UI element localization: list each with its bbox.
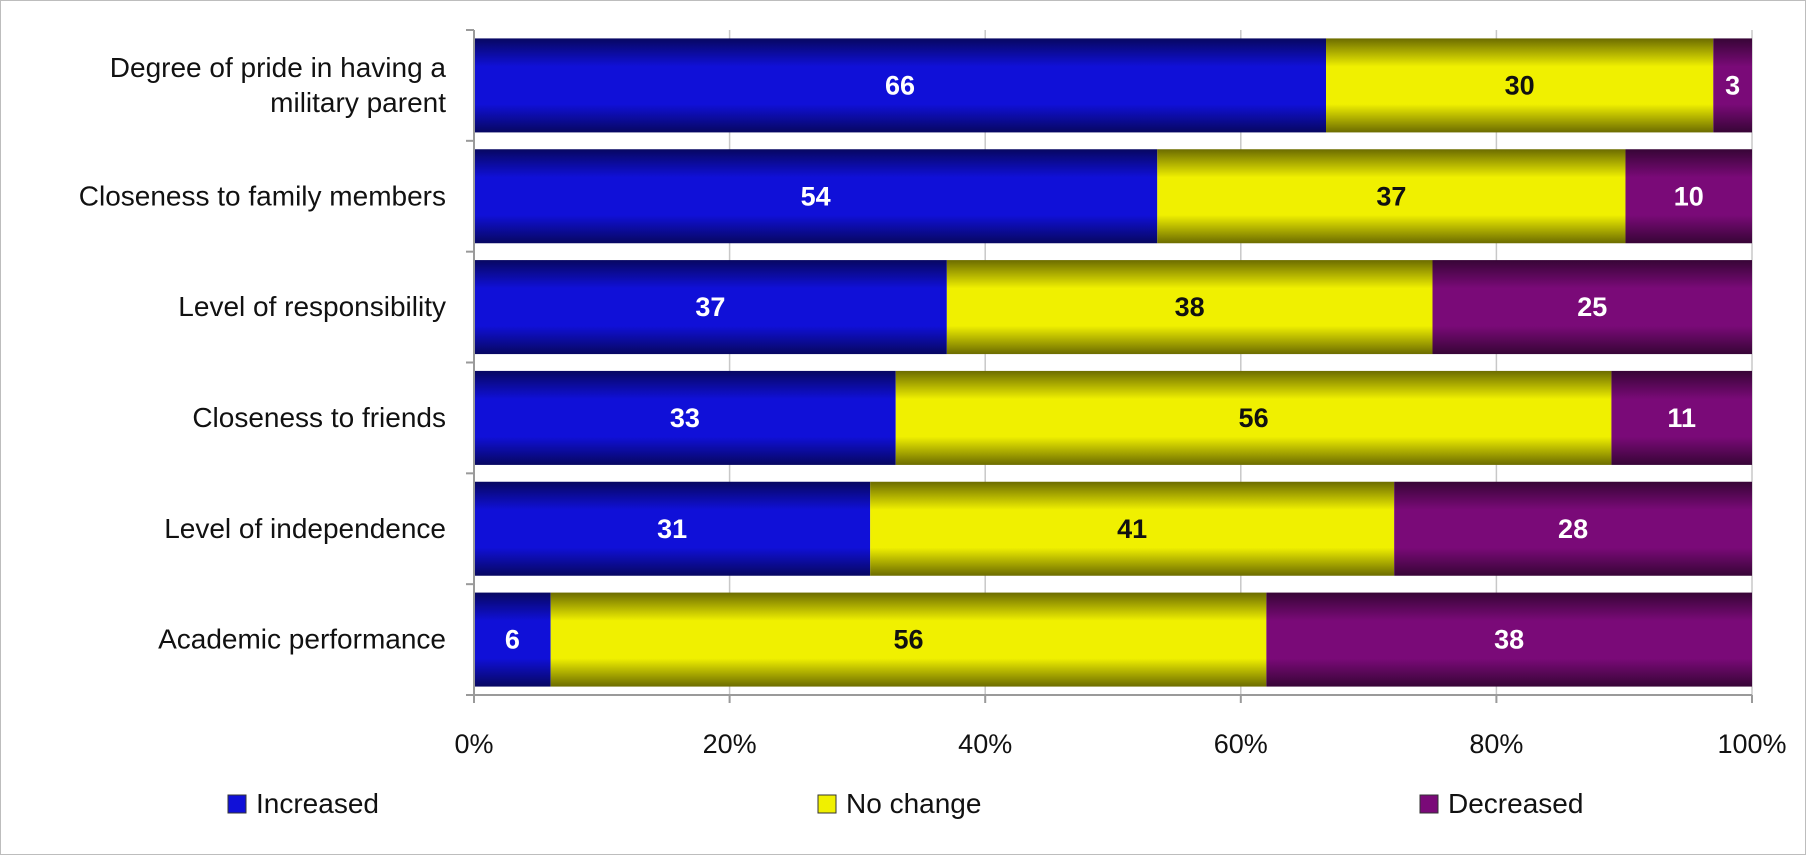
bar-segment [1432, 260, 1752, 355]
category-label: Closeness to family members [79, 180, 446, 211]
axes: Degree of pride in having a military pare… [79, 29, 1787, 759]
category-label: Level of responsibility [178, 291, 446, 322]
legend-label: Increased [256, 788, 379, 819]
legend-swatch [817, 794, 837, 814]
data-label: 41 [1117, 514, 1147, 544]
bar-segment [1394, 481, 1752, 576]
bar-segment [1625, 149, 1752, 244]
x-tick-label: 20% [703, 729, 757, 759]
bar-segment [1611, 370, 1752, 465]
category-label: Level of independence [164, 513, 446, 544]
legend-swatch [227, 794, 247, 814]
bar-segment [474, 370, 896, 465]
bar-segment [1157, 149, 1626, 244]
bar-segment [474, 481, 871, 576]
data-label: 33 [670, 403, 700, 433]
legend-label: Decreased [1448, 788, 1583, 819]
data-label: 37 [1376, 181, 1406, 211]
data-label: 54 [801, 181, 831, 211]
data-label: 11 [1667, 403, 1696, 433]
data-label: 31 [657, 514, 687, 544]
bar-segment [474, 38, 1326, 133]
category-label: Closeness to friends [192, 402, 446, 433]
bar-segment [474, 260, 947, 355]
data-label: 28 [1558, 514, 1588, 544]
x-tick-label: 40% [958, 729, 1012, 759]
x-tick-label: 0% [454, 729, 493, 759]
category-label: Degree of pride in having a [110, 52, 447, 83]
data-label: 6 [505, 625, 520, 655]
bar-segment [550, 592, 1267, 687]
bar-segment [474, 149, 1158, 244]
bar-segment [474, 592, 551, 687]
bar-segment [946, 260, 1433, 355]
x-tick-label: 80% [1469, 729, 1523, 759]
legend: Increased No change Decreased [227, 788, 1583, 819]
legend-swatch [1419, 794, 1439, 814]
bar-segment [1266, 592, 1752, 687]
data-label: 56 [893, 625, 923, 655]
data-label: 3 [1725, 70, 1740, 100]
data-label: 25 [1577, 292, 1607, 322]
data-label: 66 [885, 70, 915, 100]
bar-segment [1713, 38, 1752, 133]
x-tick-label: 60% [1214, 729, 1268, 759]
bar-segment [1326, 38, 1714, 133]
data-label: 56 [1239, 403, 1269, 433]
data-label: 38 [1175, 292, 1205, 322]
data-label: 38 [1494, 625, 1524, 655]
bar-segment [895, 370, 1612, 465]
data-label: 30 [1505, 70, 1535, 100]
bar-segment [870, 481, 1395, 576]
x-tick-label: 100% [1717, 729, 1786, 759]
legend-label: No change [846, 788, 981, 819]
data-label: 10 [1674, 181, 1704, 211]
category-label: Academic performance [158, 624, 446, 655]
category-label: military parent [270, 87, 446, 118]
bar-area: 66 30 3 54 37 10 37 38 25 33 56 11 31 41 28 6 56 38 [474, 38, 1752, 687]
data-label: 37 [695, 292, 725, 322]
